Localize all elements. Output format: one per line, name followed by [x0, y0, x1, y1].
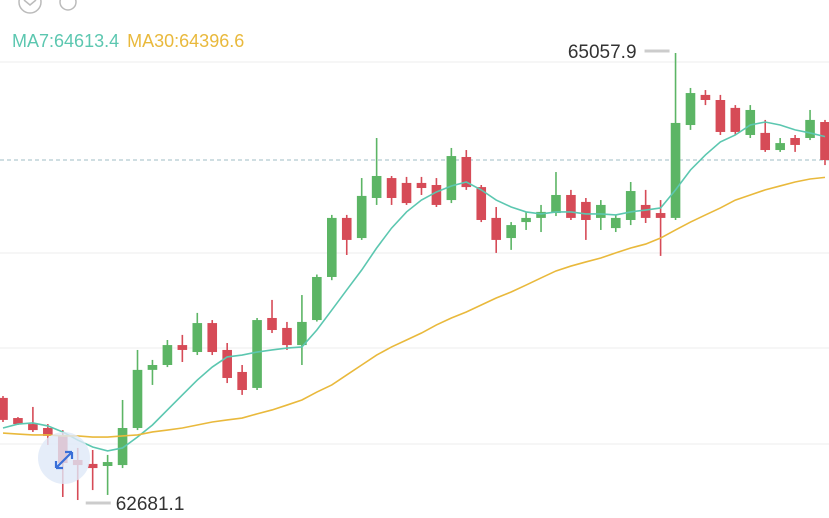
candle-body [43, 428, 53, 436]
candle-body [461, 156, 472, 188]
candle-body [416, 182, 427, 189]
candle-body [117, 428, 128, 466]
zoom-button-bg [38, 432, 90, 484]
candle-body [207, 323, 218, 353]
candle-body [327, 217, 337, 277]
candle-body [28, 424, 38, 431]
candle-body [730, 107, 741, 132]
candle-body [491, 217, 501, 240]
candle-body [237, 371, 247, 391]
candle-body [820, 122, 829, 160]
candle-body [102, 462, 113, 466]
legend-value: 64613.4 [54, 31, 120, 51]
candle-body [222, 349, 232, 378]
candle-body [655, 213, 666, 218]
legend-name: MA30 [127, 31, 179, 51]
legend: MA764613.4 MA3064396.6 [12, 31, 244, 52]
candle-body [177, 345, 188, 350]
candle-body [700, 94, 711, 101]
zoom-button-icon [54, 450, 74, 470]
max-label: 65057.9 [568, 42, 637, 63]
candle-body [805, 119, 815, 138]
candle-body [252, 320, 262, 388]
candle-body [356, 195, 367, 239]
candle-body [715, 100, 726, 132]
candle-body [521, 217, 531, 223]
legend-name: MA7 [12, 31, 54, 51]
candle-body [506, 225, 516, 239]
candle-body [312, 276, 322, 321]
candle-body [745, 109, 756, 135]
candle-body [760, 132, 771, 151]
candle-body [192, 323, 203, 353]
candle-body [401, 182, 412, 204]
legend-item: MA764613.4 [12, 31, 119, 52]
candle-body [87, 463, 98, 469]
legend-item: MA3064396.6 [127, 31, 244, 52]
candle-body [371, 175, 382, 198]
candle-body [147, 364, 158, 370]
candle-body [282, 327, 292, 346]
candle-body [431, 185, 442, 205]
candle-body [640, 204, 651, 218]
candle-body [446, 156, 457, 201]
candle-body [132, 369, 143, 429]
toolbar-icons[interactable] [18, 0, 77, 14]
candle-body [566, 194, 576, 218]
legend-value: 64396.6 [179, 31, 245, 51]
candle-body [13, 418, 23, 425]
candle-body [685, 93, 696, 126]
candle-body [476, 187, 487, 220]
candle-body [0, 397, 8, 420]
candle-body [625, 191, 636, 220]
zoom-button[interactable] [38, 432, 90, 484]
min-label: 62681.1 [116, 494, 185, 515]
candle-body [775, 143, 785, 151]
ma-line [2, 121, 826, 452]
candle-body [386, 178, 397, 198]
candle-body [596, 204, 606, 218]
candle-body [551, 194, 561, 214]
ma-line [2, 176, 826, 438]
candle-body [610, 217, 621, 229]
candle-body [297, 321, 307, 346]
candle-body [536, 211, 546, 218]
candle-body [267, 317, 277, 331]
candle-body [581, 201, 591, 220]
candle-body [670, 122, 681, 218]
candle-body [341, 217, 352, 240]
candle-body [162, 345, 173, 365]
candle-body [790, 137, 800, 145]
